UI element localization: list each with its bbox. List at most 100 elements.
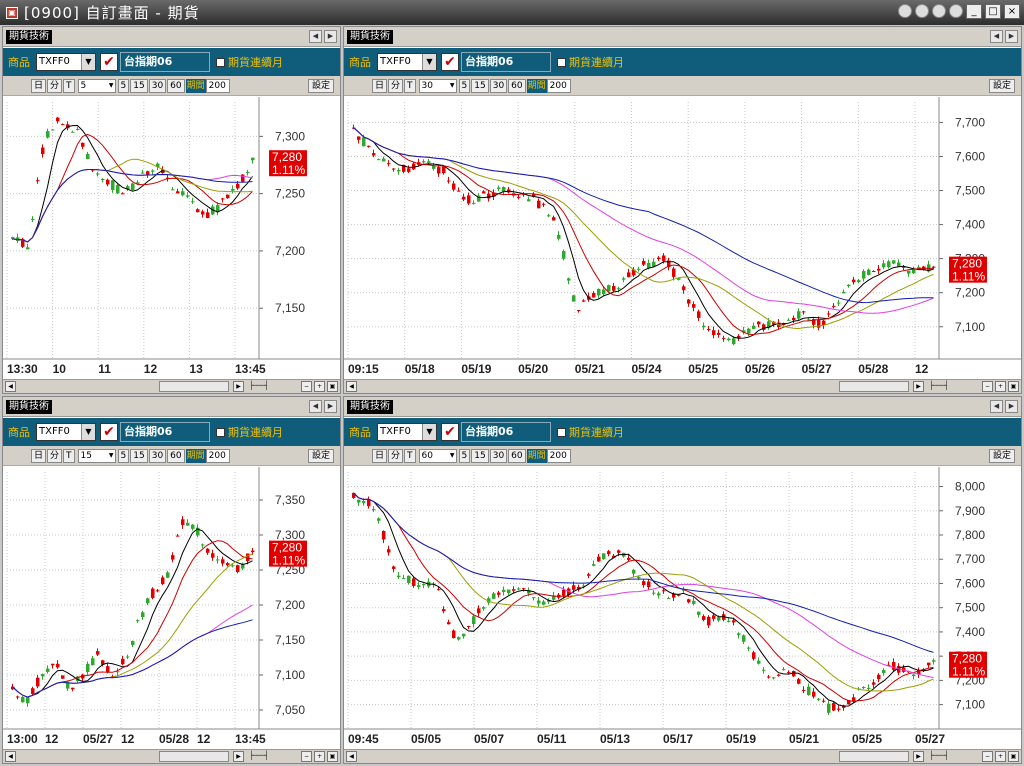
continuous-checkbox[interactable]	[216, 427, 225, 437]
product-input[interactable]: TXFF0 ▼	[36, 53, 96, 71]
settings-button[interactable]: 設定	[988, 448, 1015, 463]
tick-button[interactable]: T	[404, 448, 416, 463]
period-5-button[interactable]: 5	[117, 448, 130, 463]
prev-arrow-icon[interactable]: ◀	[990, 400, 1003, 413]
fit-icon[interactable]: ▣	[327, 381, 338, 392]
scroll-thumb[interactable]	[839, 381, 909, 392]
tick-button[interactable]: T	[63, 448, 75, 463]
dropdown-icon[interactable]: ▼	[422, 54, 436, 70]
dropdown-icon[interactable]: ▼	[422, 424, 436, 440]
horizontal-scrollbar[interactable]: ◀ ▶ ├───┤ − + ▣	[3, 379, 340, 393]
zoom-out-icon[interactable]: −	[301, 381, 312, 392]
scroll-thumb[interactable]	[159, 751, 229, 762]
zoom-out-icon[interactable]: −	[301, 751, 312, 762]
scroll-right-icon[interactable]: ▶	[233, 381, 244, 392]
candlestick-chart[interactable]: 7,300 7,250 7,200 7,150 13:30 10 11 12 13 13:45 7,…	[3, 97, 341, 381]
continuous-checkbox[interactable]	[557, 427, 566, 437]
period-30-button[interactable]: 30	[148, 78, 167, 93]
minute-button[interactable]: 分	[388, 78, 404, 93]
zoom-slider[interactable]: ├───┤	[249, 751, 269, 760]
back-icon[interactable]	[898, 4, 912, 18]
fit-icon[interactable]: ▣	[327, 751, 338, 762]
period-60-button[interactable]: 60	[508, 78, 526, 93]
count-input[interactable]: 200	[546, 448, 571, 463]
minimize-button[interactable]: _	[966, 4, 982, 19]
count-input[interactable]: 200	[205, 78, 230, 93]
tick-button[interactable]: T	[63, 78, 75, 93]
product-input[interactable]: TXFF0 ▼	[36, 423, 96, 441]
candlestick-chart[interactable]: 8,0007,9007,8007,7007,6007,5007,4007,300…	[344, 467, 1022, 751]
candlestick-chart[interactable]: 7,7007,6007,5007,4007,3007,2007,10009:15…	[344, 97, 1022, 381]
day-button[interactable]: 日	[31, 78, 47, 93]
period-5-button[interactable]: 5	[458, 78, 471, 93]
count-input[interactable]: 200	[546, 78, 571, 93]
period-15-button[interactable]: 15	[130, 448, 148, 463]
checkmark-icon[interactable]: ✔	[100, 53, 118, 71]
minute-button[interactable]: 分	[47, 78, 63, 93]
scroll-left-icon[interactable]: ◀	[5, 751, 16, 762]
scroll-thumb[interactable]	[159, 381, 229, 392]
minute-button[interactable]: 分	[388, 448, 404, 463]
interval-select[interactable]: 15	[77, 448, 116, 463]
print-icon[interactable]	[932, 4, 946, 18]
zoom-out-icon[interactable]: −	[982, 751, 993, 762]
next-arrow-icon[interactable]: ▶	[1005, 30, 1018, 43]
zoom-out-icon[interactable]: −	[982, 381, 993, 392]
next-arrow-icon[interactable]: ▶	[324, 30, 337, 43]
maximize-button[interactable]: □	[985, 4, 1001, 19]
horizontal-scrollbar[interactable]: ◀ ▶ ├───┤ − + ▣	[3, 749, 340, 763]
panel-tab[interactable]: 期貨技術	[6, 30, 52, 44]
continuous-checkbox[interactable]	[216, 57, 225, 67]
scroll-left-icon[interactable]: ◀	[5, 381, 16, 392]
scroll-left-icon[interactable]: ◀	[346, 751, 357, 762]
help-icon[interactable]	[949, 4, 963, 18]
candlestick-chart[interactable]: 7,3507,3007,2507,2007,1507,1007,05013:00…	[3, 467, 341, 751]
dropdown-icon[interactable]: ▼	[81, 424, 95, 440]
fit-icon[interactable]: ▣	[1008, 381, 1019, 392]
period-60-button[interactable]: 60	[167, 78, 185, 93]
dropdown-icon[interactable]: ▼	[81, 54, 95, 70]
zoom-in-icon[interactable]: +	[995, 381, 1006, 392]
scroll-right-icon[interactable]: ▶	[913, 381, 924, 392]
period-15-button[interactable]: 15	[130, 78, 148, 93]
period-15-button[interactable]: 15	[471, 78, 489, 93]
settings-button[interactable]: 設定	[988, 78, 1015, 93]
prev-arrow-icon[interactable]: ◀	[309, 400, 322, 413]
zoom-in-icon[interactable]: +	[314, 381, 325, 392]
checkmark-icon[interactable]: ✔	[100, 423, 118, 441]
day-button[interactable]: 日	[372, 448, 388, 463]
checkmark-icon[interactable]: ✔	[441, 53, 459, 71]
day-button[interactable]: 日	[372, 78, 388, 93]
settings-button[interactable]: 設定	[307, 448, 334, 463]
interval-select[interactable]: 60	[418, 448, 457, 463]
panel-tab[interactable]: 期貨技術	[347, 400, 393, 414]
period-5-button[interactable]: 5	[117, 78, 130, 93]
prev-arrow-icon[interactable]: ◀	[990, 30, 1003, 43]
zoom-in-icon[interactable]: +	[314, 751, 325, 762]
product-input[interactable]: TXFF0 ▼	[377, 423, 437, 441]
fit-icon[interactable]: ▣	[1008, 751, 1019, 762]
checkmark-icon[interactable]: ✔	[441, 423, 459, 441]
zoom-slider[interactable]: ├───┤	[929, 751, 949, 760]
zoom-slider[interactable]: ├───┤	[249, 381, 269, 390]
zoom-slider[interactable]: ├───┤	[929, 381, 949, 390]
next-arrow-icon[interactable]: ▶	[324, 400, 337, 413]
interval-select[interactable]: 5	[77, 78, 116, 93]
interval-select[interactable]: 30	[418, 78, 457, 93]
period-5-button[interactable]: 5	[458, 448, 471, 463]
scroll-right-icon[interactable]: ▶	[913, 751, 924, 762]
product-input[interactable]: TXFF0 ▼	[377, 53, 437, 71]
period-60-button[interactable]: 60	[508, 448, 526, 463]
period-30-button[interactable]: 30	[489, 448, 508, 463]
scroll-left-icon[interactable]: ◀	[346, 381, 357, 392]
period-15-button[interactable]: 15	[471, 448, 489, 463]
continuous-checkbox[interactable]	[557, 57, 566, 67]
scroll-right-icon[interactable]: ▶	[233, 751, 244, 762]
period-30-button[interactable]: 30	[489, 78, 508, 93]
horizontal-scrollbar[interactable]: ◀ ▶ ├───┤ − + ▣	[344, 749, 1021, 763]
close-button[interactable]: ×	[1004, 4, 1020, 19]
settings-button[interactable]: 設定	[307, 78, 334, 93]
day-button[interactable]: 日	[31, 448, 47, 463]
period-30-button[interactable]: 30	[148, 448, 167, 463]
next-arrow-icon[interactable]: ▶	[1005, 400, 1018, 413]
